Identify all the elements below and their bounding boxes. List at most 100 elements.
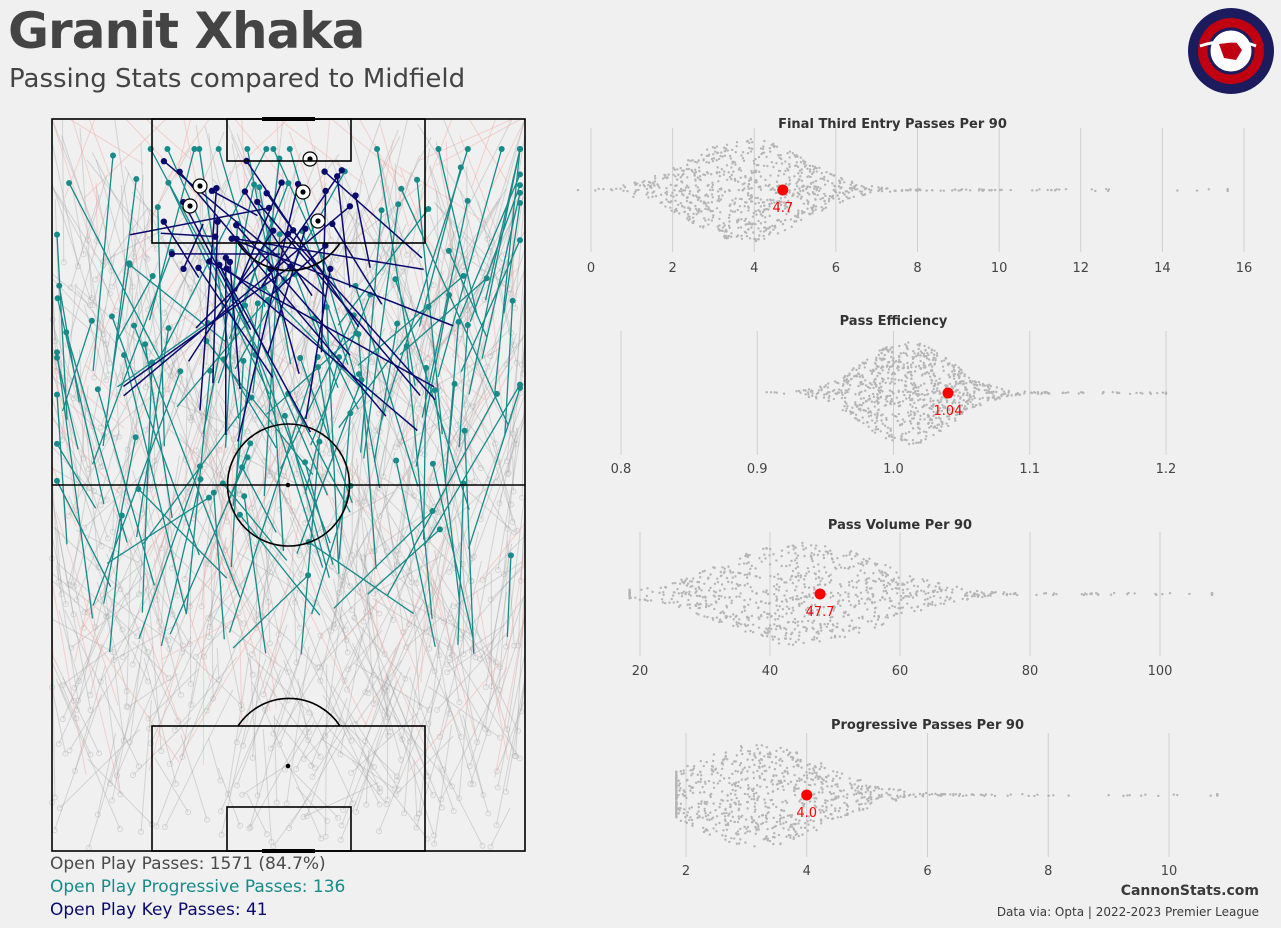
swarm-point: [945, 595, 949, 599]
swarm-point: [667, 173, 670, 176]
pass-line-complete: [236, 668, 282, 786]
swarm-point: [817, 569, 821, 573]
pass-line-complete: [264, 348, 270, 424]
swarm-point: [841, 408, 844, 412]
swarm-point: [917, 441, 920, 445]
swarm-point: [896, 592, 899, 595]
swarm-point: [597, 187, 600, 191]
swarm-point: [687, 206, 690, 210]
pass-origin: [352, 407, 359, 414]
swarm-point: [779, 153, 782, 157]
pass-origin: [362, 738, 369, 745]
pass-origin: [360, 618, 367, 625]
swarm-point: [880, 414, 883, 417]
swarm-point: [677, 779, 680, 782]
pass-line-complete: [55, 565, 79, 701]
pass-origin: [62, 750, 69, 757]
swarm-point: [744, 174, 747, 178]
swarm-point: [757, 227, 760, 230]
pass-line-incomplete: [331, 118, 403, 178]
swarm-point: [844, 591, 847, 594]
swarm-point: [851, 586, 855, 589]
pass-line-complete: [384, 484, 404, 633]
swarm-point: [877, 186, 880, 189]
swarm-point: [837, 388, 841, 391]
swarm-point: [995, 386, 999, 389]
swarm-point: [838, 635, 842, 638]
swarm-point: [804, 389, 807, 392]
swarm-point: [736, 208, 739, 212]
pass-line-complete: [397, 732, 434, 796]
swarm-point: [842, 795, 845, 798]
swarm-point: [797, 574, 800, 577]
swarm-point: [728, 175, 732, 179]
pass-line-complete: [131, 641, 169, 679]
swarm-point: [904, 388, 907, 392]
pass-origin: [126, 739, 133, 746]
swarm-point: [906, 347, 909, 351]
swarm-point: [872, 789, 876, 792]
pass-origin: [393, 777, 400, 784]
swarm-point: [811, 164, 814, 168]
swarm-point: [711, 759, 715, 763]
swarm-point: [899, 607, 902, 610]
swarm-point: [681, 181, 684, 184]
swarm-point: [890, 380, 893, 383]
swarm-point: [928, 406, 931, 410]
swarm-point: [1050, 188, 1053, 192]
swarm-point: [904, 343, 907, 346]
swarm-point: [733, 820, 736, 824]
pass-line-complete: [286, 577, 352, 741]
pass-line-complete: [424, 397, 442, 455]
pass-origin: [293, 470, 300, 477]
pass-origin: [188, 417, 195, 424]
swarm-point: [882, 590, 885, 593]
swarm-point: [906, 390, 909, 394]
swarm-point: [783, 594, 786, 597]
pass-line-complete: [437, 764, 455, 812]
swarm-point: [730, 599, 734, 602]
swarm-point: [824, 206, 828, 209]
swarm-point: [841, 199, 845, 203]
swarm-point: [665, 187, 668, 190]
pass-line-complete: [184, 484, 220, 580]
swarm-point: [857, 562, 860, 565]
swarm-point: [1031, 189, 1034, 192]
pass-line-complete: [207, 576, 248, 619]
swarm-point: [1111, 390, 1114, 394]
swarm-point: [819, 811, 822, 814]
swarm-point: [1082, 593, 1086, 597]
swarm-point: [829, 591, 833, 594]
swarm-point: [867, 407, 870, 410]
swarm-point: [897, 369, 900, 372]
swarm-point: [874, 362, 877, 365]
pass-origin: [193, 447, 200, 454]
swarm-point: [734, 197, 737, 200]
swarm-point: [940, 396, 943, 399]
swarm-point: [807, 570, 811, 573]
swarm-point: [724, 756, 727, 759]
pass-line-complete: [166, 632, 242, 706]
swarm-point: [763, 139, 766, 143]
swarm-point: [885, 584, 889, 588]
pass-origin: [124, 446, 131, 453]
pass-origin: [187, 414, 194, 421]
pass-origin: [436, 652, 443, 659]
pass-line-complete: [378, 408, 449, 517]
pass-origin: [154, 596, 161, 603]
swarm-point: [803, 780, 807, 784]
swarm-point: [887, 368, 891, 371]
swarm-point: [706, 208, 709, 211]
pass-line-complete: [238, 488, 301, 628]
swarm-point: [896, 419, 899, 423]
swarm-point: [768, 226, 772, 229]
swarm-point: [855, 552, 858, 555]
swarm-point: [824, 799, 827, 802]
pass-line-incomplete: [272, 513, 301, 667]
swarm-point: [768, 563, 772, 566]
pass-origin: [360, 498, 367, 505]
pass-line-complete: [51, 573, 108, 617]
pass-origin: [497, 664, 504, 671]
swarm-point: [791, 598, 795, 601]
swarm-point: [748, 553, 751, 557]
